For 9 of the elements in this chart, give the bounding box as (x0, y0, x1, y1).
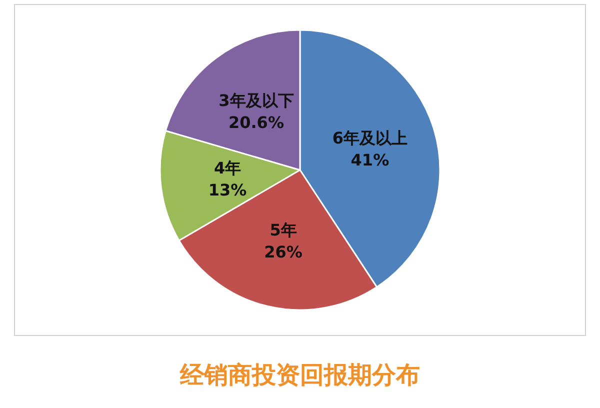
slice-label: 6年及以上 (332, 128, 408, 148)
data-label: 20.6% (228, 113, 284, 132)
text: 经销商投资回报期分布 (179, 361, 420, 389)
slice-label: 5年 (270, 220, 297, 240)
slice-label: 4年 (214, 158, 242, 178)
data-label: 41% (350, 150, 390, 170)
slice-label: 3年及以下 (218, 91, 294, 110)
data-label: 26% (264, 242, 302, 262)
data-label: 13% (208, 180, 247, 200)
